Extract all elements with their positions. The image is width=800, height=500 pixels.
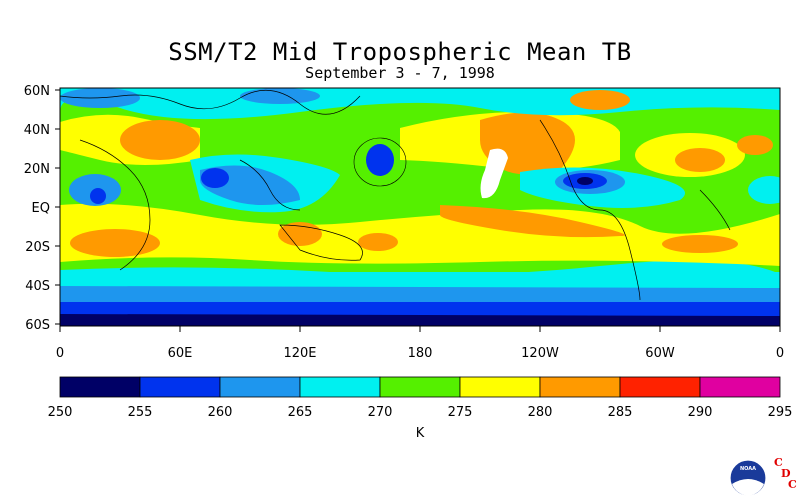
colorbar-swatch: [379, 376, 461, 398]
logo-letter-d: D: [781, 467, 791, 480]
lon-label-0-end: 0: [776, 346, 784, 361]
lat-label-20n: 20N: [24, 162, 50, 177]
lon-label-60e: 60E: [168, 346, 193, 361]
colorbar-tick-label: 280: [528, 405, 553, 420]
lon-label-120w: 120W: [521, 346, 559, 361]
colorbar-tick-label: 270: [368, 405, 393, 420]
colorbar-swatch: [699, 376, 781, 398]
logo-letter-c2: C: [788, 478, 797, 491]
colorbar-tick-label: 260: [208, 405, 233, 420]
lon-axis: 0 60E 120E 180 120W 60W 0: [56, 326, 784, 361]
colorbar-tick-label: 285: [608, 405, 633, 420]
colorbar: 250 255 260 265 270 275 280 285 290 295: [48, 376, 793, 420]
lat-label-eq: EQ: [32, 201, 50, 216]
map-title: SSM/T2 Mid Tropospheric Mean TB: [168, 38, 632, 66]
lat-label-40n: 40N: [24, 123, 50, 138]
temperature-field: [60, 88, 780, 326]
colorbar-swatch: [539, 376, 621, 398]
noaa-logo-text: NOAA: [740, 466, 756, 472]
colorbar-swatch: [139, 376, 221, 398]
colorbar-tick-label: 275: [448, 405, 473, 420]
colorbar-tick-label: 295: [768, 405, 793, 420]
lon-label-120e: 120E: [283, 346, 316, 361]
noaa-logo: NOAA C D C: [729, 456, 797, 497]
coastlines: [60, 89, 731, 301]
colorbar-swatch: [59, 376, 141, 398]
colorbar-swatch: [619, 376, 701, 398]
lat-label-60n: 60N: [24, 84, 50, 99]
colorbar-swatch: [299, 376, 381, 398]
lat-axis: 60N 40N 20N EQ 20S 40S 60S: [24, 84, 60, 333]
lon-label-180: 180: [408, 346, 433, 361]
colorbar-unit: K: [416, 426, 425, 441]
colorbar-tick-label: 250: [48, 405, 73, 420]
lon-label-0: 0: [56, 346, 64, 361]
colorbar-tick-label: 290: [688, 405, 713, 420]
lat-label-20s: 20S: [25, 240, 50, 255]
logo-letter-c1: C: [774, 456, 783, 469]
colorbar-tick-label: 255: [128, 405, 153, 420]
map-subtitle: September 3 - 7, 1998: [305, 64, 495, 82]
lat-label-40s: 40S: [25, 279, 50, 294]
colorbar-swatch: [219, 376, 301, 398]
colorbar-swatch: [459, 376, 541, 398]
colorbar-tick-label: 265: [288, 405, 313, 420]
lat-label-60s: 60S: [25, 318, 50, 333]
lon-label-60w: 60W: [645, 346, 675, 361]
